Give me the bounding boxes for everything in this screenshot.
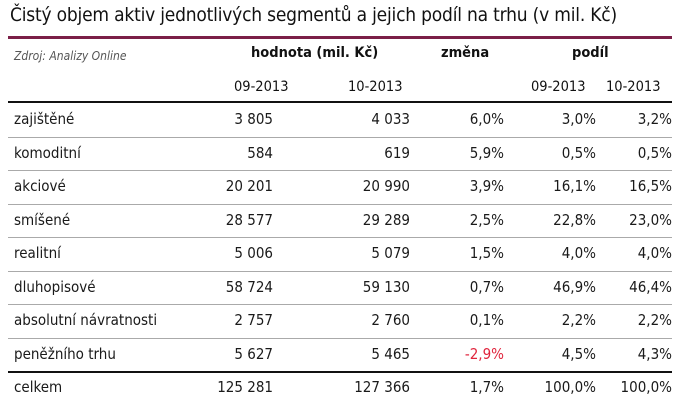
cell-s10: 4,3% <box>637 344 672 363</box>
cell-change: 1,7% <box>469 378 504 396</box>
cell-v09: 28 577 <box>225 210 273 229</box>
cell-change: 6,0% <box>469 110 504 128</box>
cell-s09: 4,5% <box>561 344 596 363</box>
row-label: akciové <box>14 177 66 195</box>
header-value: hodnota (mil. Kč) <box>251 45 379 61</box>
cell-v09: 20 201 <box>225 177 273 195</box>
cell-v09: 5 006 <box>234 244 273 262</box>
cell-v10: 619 <box>384 143 410 162</box>
cell-v09: 125 281 <box>217 378 273 396</box>
cell-s09: 16,1% <box>553 177 596 195</box>
row-divider <box>8 170 672 171</box>
table-row: akciové 20 201 20 990 3,9% 16,1% 16,5% <box>8 171 672 203</box>
cell-s09: 2,2% <box>561 311 596 329</box>
header-divider <box>8 101 672 103</box>
cell-v10: 2 760 <box>371 311 410 329</box>
cell-change: 0,7% <box>469 277 504 296</box>
row-divider <box>8 304 672 305</box>
cell-change: 3,9% <box>469 177 504 195</box>
cell-s10: 46,4% <box>629 277 672 296</box>
table-row: smíšené 28 577 29 289 2,5% 22,8% 23,0% <box>8 205 672 237</box>
table-row: peněžního trhu 5 627 5 465 -2,9% 4,5% 4,3% <box>8 339 672 371</box>
cell-s09: 3,0% <box>561 110 596 128</box>
cell-s10: 3,2% <box>637 110 672 128</box>
header-value-10-2013: 10-2013 <box>348 79 403 95</box>
table-row: absolutní návratnosti 2 757 2 760 0,1% 2,2% 2… <box>8 305 672 337</box>
cell-s09: 4,0% <box>561 244 596 262</box>
cell-v10: 127 366 <box>354 378 410 396</box>
table-total-row: celkem 125 281 127 366 1,7% 100,0% 100,0% <box>8 372 672 404</box>
cell-s10: 2,2% <box>637 311 672 329</box>
row-label: absolutní návratnosti <box>14 311 158 329</box>
cell-s10: 4,0% <box>637 244 672 262</box>
row-label: smíšené <box>14 210 71 229</box>
header-change: změna <box>441 45 490 61</box>
cell-change: 5,9% <box>469 143 504 162</box>
cell-s10: 100,0% <box>620 378 672 396</box>
cell-v10: 5 465 <box>371 344 410 363</box>
cell-s10: 0,5% <box>637 143 672 162</box>
table-row: zajištěné 3 805 4 033 6,0% 3,0% 3,2% <box>8 104 672 136</box>
table-title: Čistý objem aktiv jednotlivých segmentů … <box>10 4 617 26</box>
cell-change: 0,1% <box>469 311 504 329</box>
row-label: komoditní <box>14 143 81 162</box>
cell-v10: 29 289 <box>362 210 410 229</box>
table-row: realitní 5 006 5 079 1,5% 4,0% 4,0% <box>8 238 672 270</box>
cell-s09: 46,9% <box>553 277 596 296</box>
cell-s10: 23,0% <box>629 210 672 229</box>
row-label: realitní <box>14 244 61 262</box>
table-row: dluhopisové 58 724 59 130 0,7% 46,9% 46,4% <box>8 272 672 304</box>
total-divider <box>8 371 672 373</box>
cell-s09: 0,5% <box>561 143 596 162</box>
cell-s10: 16,5% <box>629 177 672 195</box>
row-label: celkem <box>14 378 63 396</box>
cell-v09: 2 757 <box>234 311 273 329</box>
header-share-10-2013: 10-2013 <box>606 79 661 95</box>
row-divider <box>8 270 672 272</box>
cell-s09: 22,8% <box>553 210 596 229</box>
cell-change: 1,5% <box>469 244 504 262</box>
title-divider <box>8 36 672 39</box>
cell-s09: 100,0% <box>544 378 596 396</box>
cell-v10: 20 990 <box>362 177 410 195</box>
source-note: Zdroj: Analizy Online <box>14 49 127 63</box>
header-share: podíl <box>572 45 609 61</box>
cell-v09: 3 805 <box>234 110 273 128</box>
cell-change: 2,5% <box>469 210 504 229</box>
header-value-09-2013: 09-2013 <box>234 79 289 95</box>
row-divider <box>8 337 672 339</box>
row-divider <box>8 136 672 138</box>
table-row: komoditní 584 619 5,9% 0,5% 0,5% <box>8 138 672 170</box>
cell-v09: 584 <box>247 143 273 162</box>
row-divider <box>8 237 672 238</box>
cell-change: -2,9% <box>464 344 504 363</box>
cell-v09: 5 627 <box>234 344 273 363</box>
row-divider <box>8 203 672 205</box>
cell-v10: 59 130 <box>362 277 410 296</box>
header-share-09-2013: 09-2013 <box>531 79 586 95</box>
row-label: peněžního trhu <box>14 344 116 363</box>
cell-v10: 5 079 <box>371 244 410 262</box>
cell-v09: 58 724 <box>225 277 273 296</box>
row-label: dluhopisové <box>14 277 96 296</box>
cell-v10: 4 033 <box>371 110 410 128</box>
row-label: zajištěné <box>14 110 75 128</box>
